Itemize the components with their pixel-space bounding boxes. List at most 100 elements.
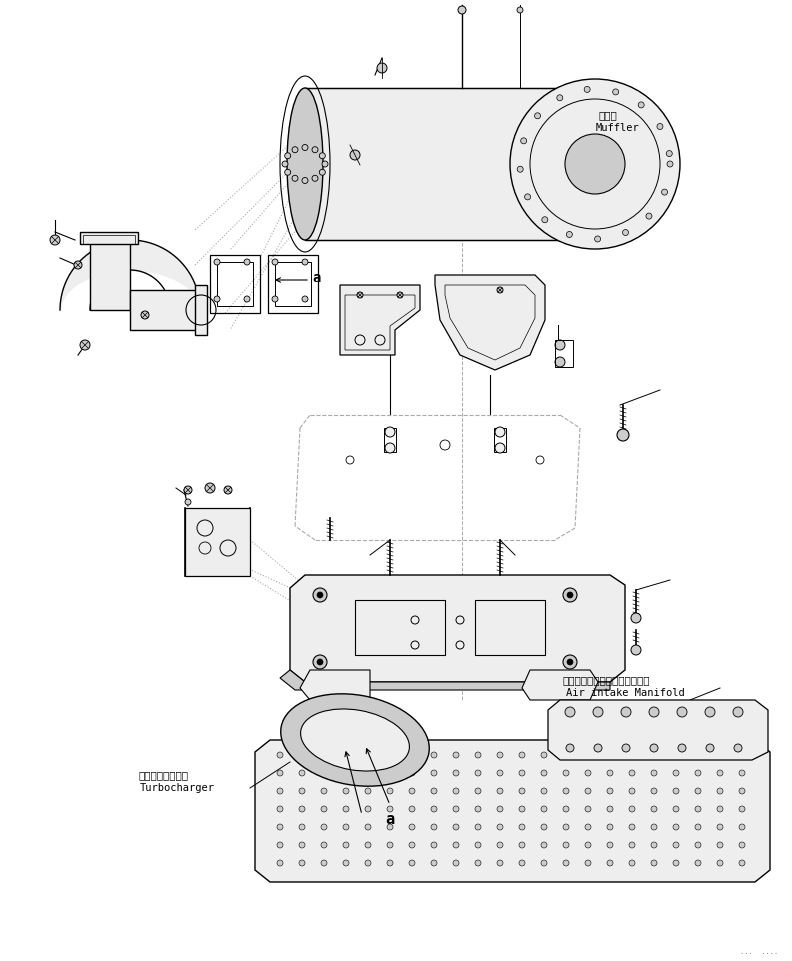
Circle shape — [284, 169, 291, 175]
Circle shape — [541, 860, 547, 866]
Circle shape — [563, 806, 569, 812]
Circle shape — [365, 752, 371, 758]
Bar — [275, 262, 311, 306]
Circle shape — [317, 659, 323, 665]
Circle shape — [387, 770, 393, 776]
Circle shape — [629, 788, 635, 794]
Circle shape — [277, 806, 283, 812]
Circle shape — [319, 169, 326, 175]
Bar — [355, 600, 445, 655]
Circle shape — [519, 752, 525, 758]
Circle shape — [409, 788, 415, 794]
Circle shape — [673, 824, 679, 830]
Circle shape — [497, 806, 503, 812]
Circle shape — [651, 842, 657, 848]
Circle shape — [695, 788, 701, 794]
Bar — [80, 232, 138, 244]
Text: a: a — [385, 812, 394, 827]
Circle shape — [313, 655, 327, 669]
Circle shape — [343, 806, 349, 812]
Circle shape — [631, 645, 641, 655]
Bar — [90, 240, 130, 310]
Circle shape — [607, 770, 613, 776]
Circle shape — [302, 144, 308, 151]
Bar — [130, 290, 200, 330]
Polygon shape — [522, 670, 598, 700]
Circle shape — [343, 860, 349, 866]
Circle shape — [638, 102, 644, 108]
Circle shape — [299, 770, 305, 776]
Circle shape — [673, 770, 679, 776]
Text: ターボチャージャ: ターボチャージャ — [138, 770, 188, 780]
Circle shape — [651, 860, 657, 866]
Circle shape — [651, 752, 657, 758]
Circle shape — [666, 151, 672, 157]
Circle shape — [343, 788, 349, 794]
Circle shape — [717, 788, 723, 794]
Circle shape — [629, 770, 635, 776]
Circle shape — [453, 806, 459, 812]
Circle shape — [739, 824, 745, 830]
Circle shape — [272, 296, 278, 302]
Circle shape — [80, 340, 90, 350]
Text: Turbocharger: Turbocharger — [140, 783, 215, 793]
Circle shape — [475, 824, 481, 830]
Circle shape — [695, 806, 701, 812]
Circle shape — [284, 153, 291, 159]
Circle shape — [495, 427, 505, 437]
Text: a: a — [312, 271, 321, 285]
Circle shape — [739, 770, 745, 776]
Circle shape — [319, 153, 326, 159]
Circle shape — [673, 842, 679, 848]
Circle shape — [563, 788, 569, 794]
Circle shape — [365, 842, 371, 848]
Circle shape — [365, 824, 371, 830]
Circle shape — [365, 860, 371, 866]
Circle shape — [277, 842, 283, 848]
Circle shape — [563, 860, 569, 866]
Circle shape — [673, 806, 679, 812]
Circle shape — [717, 770, 723, 776]
Circle shape — [585, 752, 591, 758]
Circle shape — [321, 842, 327, 848]
Circle shape — [717, 824, 723, 830]
Circle shape — [563, 824, 569, 830]
Circle shape — [475, 752, 481, 758]
Circle shape — [517, 166, 524, 172]
Circle shape — [385, 427, 395, 437]
Circle shape — [617, 429, 629, 441]
Circle shape — [563, 588, 577, 602]
Ellipse shape — [510, 79, 680, 249]
Circle shape — [299, 788, 305, 794]
Circle shape — [585, 824, 591, 830]
Circle shape — [475, 860, 481, 866]
Circle shape — [557, 95, 563, 101]
Circle shape — [517, 7, 523, 13]
Circle shape — [385, 443, 395, 453]
Circle shape — [50, 235, 60, 245]
Polygon shape — [305, 88, 595, 240]
Circle shape — [629, 752, 635, 758]
Polygon shape — [255, 740, 770, 882]
Circle shape — [717, 860, 723, 866]
Circle shape — [387, 752, 393, 758]
Circle shape — [651, 770, 657, 776]
Circle shape — [695, 860, 701, 866]
Circle shape — [387, 806, 393, 812]
Circle shape — [497, 824, 503, 830]
Circle shape — [585, 806, 591, 812]
Circle shape — [431, 788, 437, 794]
Circle shape — [299, 824, 305, 830]
Circle shape — [277, 860, 283, 866]
Circle shape — [224, 486, 232, 494]
Circle shape — [453, 824, 459, 830]
Text: ...  ....: ... .... — [740, 949, 779, 955]
Circle shape — [431, 770, 437, 776]
Circle shape — [321, 806, 327, 812]
Circle shape — [631, 613, 641, 623]
Circle shape — [343, 770, 349, 776]
Bar — [210, 255, 260, 313]
Circle shape — [733, 707, 743, 717]
Circle shape — [651, 824, 657, 830]
Circle shape — [244, 259, 250, 265]
